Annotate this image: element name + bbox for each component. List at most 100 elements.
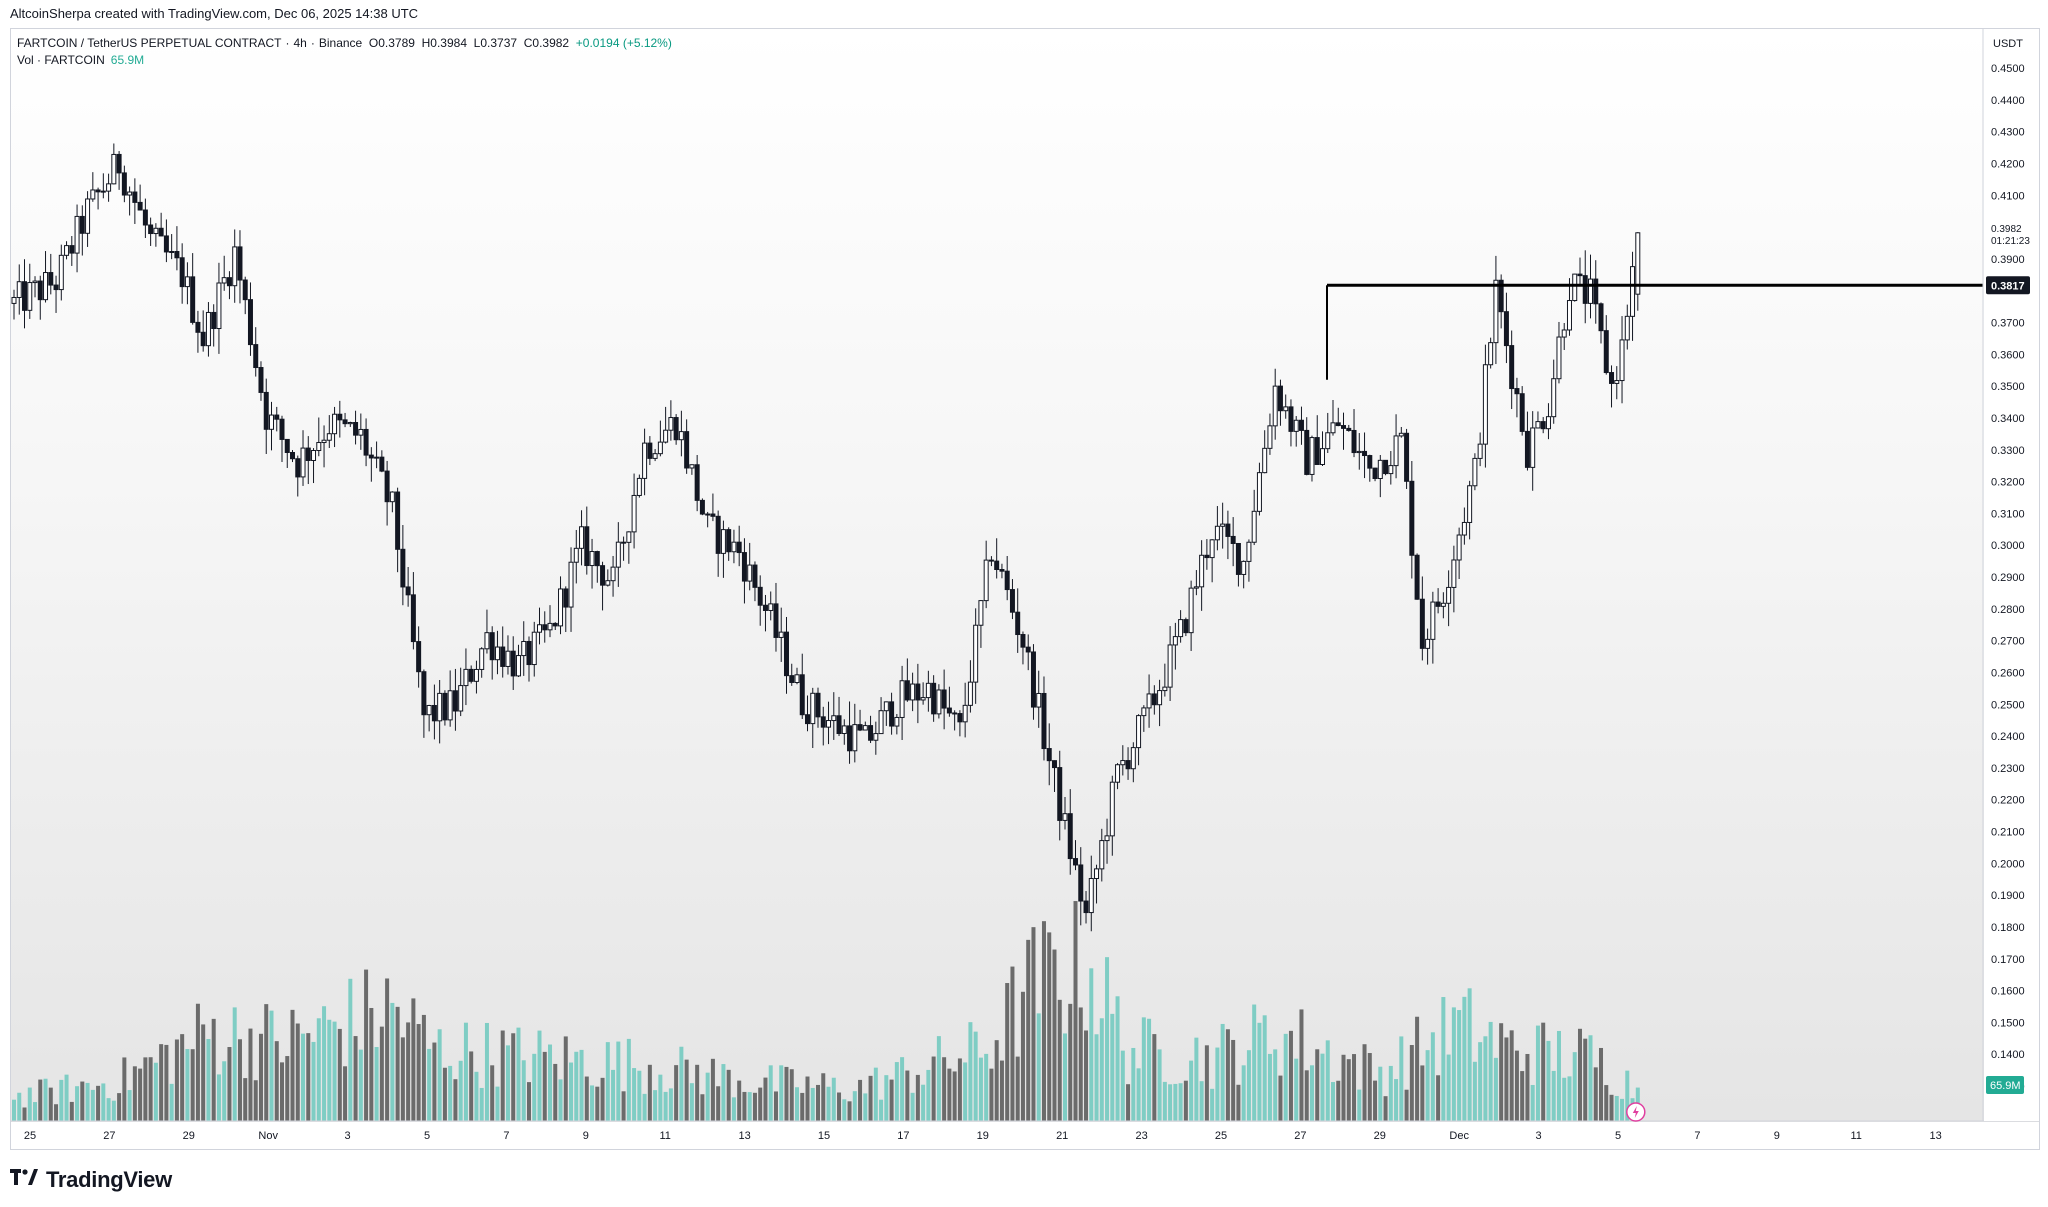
candle-up[interactable]: [106, 183, 112, 192]
candle-up[interactable]: [1388, 465, 1394, 475]
candle-down[interactable]: [368, 454, 374, 459]
candle-up[interactable]: [1104, 835, 1110, 842]
candle-up[interactable]: [831, 715, 837, 722]
candle-down[interactable]: [395, 491, 401, 550]
candle-up[interactable]: [1214, 525, 1220, 541]
candle-down[interactable]: [1051, 760, 1057, 769]
candle-up[interactable]: [967, 681, 973, 706]
candle-up[interactable]: [605, 580, 611, 586]
candle-up[interactable]: [1146, 693, 1152, 709]
candle-down[interactable]: [163, 235, 169, 253]
candle-down[interactable]: [274, 414, 280, 420]
candle-down[interactable]: [1004, 570, 1010, 591]
candle-up[interactable]: [43, 272, 49, 301]
candle-down[interactable]: [847, 725, 853, 752]
candle-up[interactable]: [1319, 448, 1325, 465]
candle-up[interactable]: [1356, 450, 1362, 454]
candle-up[interactable]: [1530, 427, 1536, 468]
candle-up[interactable]: [862, 725, 868, 731]
candle-up[interactable]: [484, 632, 490, 650]
candle-up[interactable]: [1251, 510, 1257, 543]
candle-up[interactable]: [579, 526, 585, 549]
candle-down[interactable]: [741, 552, 747, 582]
candle-up[interactable]: [1246, 541, 1252, 562]
candle-down[interactable]: [1025, 646, 1031, 653]
candle-up[interactable]: [27, 282, 33, 311]
candle-up[interactable]: [558, 588, 564, 627]
candle-down[interactable]: [179, 257, 185, 288]
candle-up[interactable]: [326, 433, 332, 441]
candle-up[interactable]: [589, 551, 595, 567]
candle-down[interactable]: [384, 470, 390, 503]
candle-up[interactable]: [873, 733, 879, 741]
candle-up[interactable]: [232, 246, 238, 287]
candle-down[interactable]: [1073, 858, 1079, 866]
candle-up[interactable]: [515, 655, 521, 677]
candle-down[interactable]: [647, 442, 653, 459]
candle-down[interactable]: [994, 560, 1000, 570]
candle-down[interactable]: [190, 276, 196, 323]
candle-up[interactable]: [11, 296, 17, 304]
candle-down[interactable]: [337, 413, 343, 421]
candle-up[interactable]: [547, 622, 553, 631]
candle-up[interactable]: [1556, 336, 1562, 380]
candle-down[interactable]: [1009, 589, 1015, 613]
candle-down[interactable]: [379, 456, 385, 472]
candle-down[interactable]: [79, 215, 85, 234]
candle-up[interactable]: [1545, 416, 1551, 430]
candle-down[interactable]: [416, 641, 422, 673]
candle-down[interactable]: [1509, 345, 1515, 390]
candle-up[interactable]: [447, 690, 453, 721]
candle-up[interactable]: [841, 725, 847, 734]
candle-down[interactable]: [148, 224, 154, 235]
candle-up[interactable]: [1461, 521, 1467, 536]
candle-up[interactable]: [747, 564, 753, 582]
candle-down[interactable]: [195, 321, 201, 333]
candle-down[interactable]: [1225, 523, 1231, 537]
candle-down[interactable]: [405, 586, 411, 596]
candle-down[interactable]: [1409, 480, 1415, 556]
candle-down[interactable]: [952, 712, 958, 715]
candle-down[interactable]: [363, 428, 369, 456]
candle-up[interactable]: [1614, 380, 1620, 384]
candle-down[interactable]: [1288, 406, 1294, 432]
candle-down[interactable]: [53, 284, 59, 291]
candle-up[interactable]: [1141, 707, 1147, 717]
candle-up[interactable]: [1188, 587, 1194, 634]
candle-up[interactable]: [731, 541, 737, 553]
candle-down[interactable]: [1204, 554, 1210, 559]
candle-up[interactable]: [300, 447, 306, 478]
candle-down[interactable]: [889, 701, 895, 727]
candle-up[interactable]: [794, 674, 800, 683]
candle-up[interactable]: [221, 277, 227, 284]
candle-up[interactable]: [899, 680, 905, 718]
candle-down[interactable]: [1351, 429, 1357, 454]
candle-down[interactable]: [752, 564, 758, 588]
candle-down[interactable]: [1362, 450, 1368, 457]
candle-down[interactable]: [121, 172, 127, 196]
candle-up[interactable]: [1199, 554, 1205, 588]
candle-down[interactable]: [1041, 692, 1047, 750]
candle-down[interactable]: [69, 245, 75, 254]
candle-down[interactable]: [48, 272, 54, 286]
candle-down[interactable]: [1503, 311, 1509, 347]
candle-up[interactable]: [573, 547, 579, 563]
candle-down[interactable]: [237, 246, 243, 281]
candle-up[interactable]: [463, 668, 469, 687]
candle-up[interactable]: [1109, 781, 1115, 837]
candle-down[interactable]: [510, 650, 516, 677]
candle-up[interactable]: [347, 422, 353, 425]
candle-down[interactable]: [542, 624, 548, 631]
candle-up[interactable]: [642, 442, 648, 479]
candle-up[interactable]: [1377, 459, 1383, 480]
candle-up[interactable]: [568, 561, 574, 608]
candle-down[interactable]: [1335, 422, 1341, 427]
candle-down[interactable]: [726, 529, 732, 553]
candle-down[interactable]: [1046, 748, 1052, 762]
candle-up[interactable]: [1588, 278, 1593, 304]
candle-up[interactable]: [531, 631, 537, 666]
candle-up[interactable]: [894, 716, 900, 727]
candle-down[interactable]: [174, 250, 180, 259]
candle-up[interactable]: [1467, 485, 1473, 523]
candle-up[interactable]: [1172, 636, 1178, 646]
